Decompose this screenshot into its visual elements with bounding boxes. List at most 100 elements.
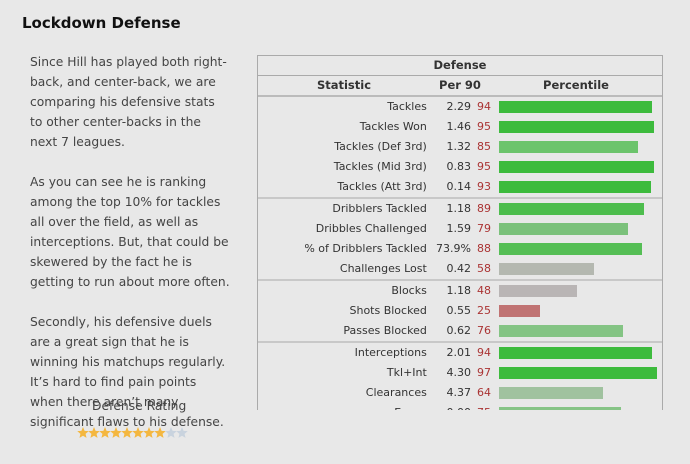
- per90-value: 0.14: [446, 180, 472, 193]
- table-row: Challenges Lost 0.42 58: [258, 259, 662, 279]
- stat-name: Tackles: [387, 100, 427, 113]
- per90-value: 1.32: [446, 140, 472, 153]
- percentile-cell: 48: [471, 281, 662, 301]
- bar-track: [499, 223, 662, 235]
- percentile-value: 48: [477, 284, 491, 297]
- table-row: Tkl+Int 4.30 97: [258, 363, 662, 383]
- percentile-bar: [499, 407, 622, 410]
- percentile-value: 58: [477, 262, 491, 275]
- column-header: Percentile: [543, 78, 609, 92]
- table-row: Dribblers Tackled 1.18 89: [258, 199, 662, 219]
- percentile-bar: [499, 161, 654, 173]
- star-filled: [132, 427, 144, 438]
- percentile-cell: 94: [471, 97, 662, 117]
- column-header: Per 90: [439, 78, 481, 92]
- table-row: % of Dribblers Tackled 73.9% 88: [258, 239, 662, 259]
- percentile-cell: 94: [471, 343, 662, 363]
- stat-name: Dribbles Challenged: [315, 222, 427, 235]
- percentile-cell: 93: [471, 177, 662, 197]
- star-filled: [99, 427, 111, 438]
- table-row: Interceptions 2.01 94: [258, 343, 662, 363]
- table-row: Shots Blocked 0.55 25: [258, 301, 662, 321]
- paragraph: As you can see he is ranking among the t…: [30, 175, 230, 289]
- percentile-value: 79: [477, 222, 491, 235]
- stat-name: Interceptions: [354, 346, 427, 359]
- per90-value: 73.9%: [436, 242, 471, 255]
- percentile-bar: [499, 243, 643, 255]
- bar-track: [499, 161, 662, 173]
- percentile-value: 85: [477, 140, 491, 153]
- percentile-bar: [499, 141, 638, 153]
- percentile-value: 94: [477, 100, 491, 113]
- star-filled: [88, 427, 100, 438]
- percentile-bar: [499, 305, 540, 317]
- per90-value: 4.30: [446, 366, 472, 379]
- paragraph: Secondly, his defensive duels are a grea…: [30, 315, 226, 429]
- bar-track: [499, 367, 662, 379]
- percentile-value: 95: [477, 160, 491, 173]
- percentile-cell: 95: [471, 117, 662, 137]
- percentile-bar: [499, 325, 623, 337]
- percentile-value: 89: [477, 202, 491, 215]
- bar-track: [499, 347, 662, 359]
- title: Lockdown Defense: [22, 14, 181, 32]
- stat-name: Passes Blocked: [343, 324, 427, 337]
- percentile-bar: [499, 285, 578, 297]
- per90-value: 0.83: [446, 160, 472, 173]
- table-title: Defense: [258, 55, 662, 76]
- percentile-bar: [499, 347, 653, 359]
- percentile-value: 93: [477, 180, 491, 193]
- per90-value: 0.42: [446, 262, 472, 275]
- star-filled: [143, 427, 155, 438]
- row-group: Dribblers Tackled 1.18 89 Dribbles Challeng…: [258, 199, 662, 281]
- stat-name: Blocks: [391, 284, 427, 297]
- percentile-cell: 85: [471, 137, 662, 157]
- percentile-value: 75: [477, 403, 499, 410]
- bar-track: [499, 305, 662, 317]
- per90-value: 1.59: [446, 222, 472, 235]
- bar-track: [499, 181, 662, 193]
- percentile-value: 25: [477, 304, 491, 317]
- bar-track: [499, 285, 662, 297]
- bar-track: [499, 141, 662, 153]
- table-row: Errors0.00 75: [258, 403, 662, 410]
- percentile-cell: 64: [471, 383, 662, 403]
- stat-name: Tackles (Def 3rd): [334, 140, 427, 153]
- star-filled: [121, 427, 133, 438]
- stat-name: Tkl+Int: [386, 366, 427, 379]
- bar-track: [499, 121, 662, 133]
- table-row: Blocks 1.18 48: [258, 281, 662, 301]
- bar-track: [499, 263, 662, 275]
- table-row: Dribbles Challenged 1.59 79: [258, 219, 662, 239]
- percentile-cell: 89: [471, 199, 662, 219]
- row-group: Interceptions 2.01 94 Tkl+Int 4.30 97 Clearanc…: [258, 343, 662, 410]
- stat-name: Shots Blocked: [349, 304, 427, 317]
- percentile-bar: [499, 263, 594, 275]
- stat-name: Errors: [258, 403, 427, 410]
- percentile-value: 95: [477, 120, 491, 133]
- table-body: Tackles 2.29 94 Tackles Won 1.46 95 Tackles (D…: [258, 97, 662, 410]
- rating-label: Defense Rating: [92, 399, 187, 413]
- star-empty: [165, 427, 177, 438]
- bar-track: [499, 407, 662, 410]
- percentile-value: 76: [477, 324, 491, 337]
- star-filled: [77, 427, 89, 438]
- percentile-bar: [499, 121, 654, 133]
- bar-track: [499, 387, 662, 399]
- star-filled: [110, 427, 122, 438]
- paragraph: Since Hill has played both right-back, a…: [30, 55, 227, 149]
- per90-value: 1.18: [446, 284, 472, 297]
- percentile-cell: 88: [471, 239, 662, 259]
- percentile-cell: 79: [471, 219, 662, 239]
- per90-value: 1.18: [446, 202, 472, 215]
- percentile-bar: [499, 101, 653, 113]
- per90-value: 0.62: [446, 324, 472, 337]
- percentile-value: 97: [477, 366, 491, 379]
- stats-table: Defense Statistic Per 90 Percentile Tack…: [257, 55, 663, 410]
- percentile-value: 94: [477, 346, 491, 359]
- stat-name: Tackles (Mid 3rd): [333, 160, 427, 173]
- table-row: Tackles 2.29 94: [258, 97, 662, 117]
- bar-track: [499, 243, 662, 255]
- stat-name: Clearances: [365, 386, 427, 399]
